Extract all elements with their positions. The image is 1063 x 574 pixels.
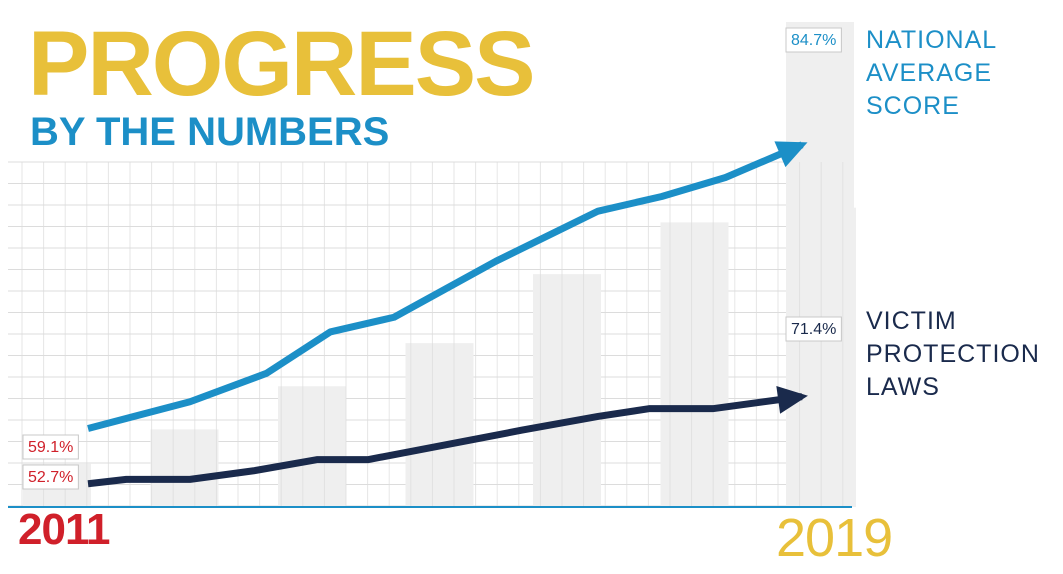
year-end-label: 2019 — [776, 508, 893, 568]
series-line-national — [87, 141, 804, 432]
arrowhead-victim — [776, 385, 808, 414]
background-bars — [23, 22, 856, 507]
label-national-start-text: 59.1% — [28, 439, 73, 456]
arrowhead-national — [774, 141, 808, 168]
label-victim-end-text: 71.4% — [791, 321, 836, 338]
page-subtitle: BY THE NUMBERS — [30, 110, 390, 154]
bar-2013 — [278, 386, 346, 507]
bar-2014 — [405, 343, 474, 507]
legend-national: NATIONAL AVERAGE SCORE — [866, 24, 997, 123]
label-national-end-box — [785, 27, 842, 53]
legend-national-line-2: AVERAGE — [866, 59, 993, 87]
legend-victim: VICTIM PROTECTION LAWS — [866, 305, 1040, 404]
legend-victim-line-1: VICTIM — [866, 307, 957, 335]
data-labels: 59.1% 52.7% 84.7% 71.4% — [22, 27, 842, 490]
label-national-start-box — [22, 434, 79, 460]
label-victim-start-text: 52.7% — [28, 469, 73, 486]
bar-2016 — [660, 222, 729, 507]
label-national-end: 84.7% — [785, 27, 842, 53]
series-line-victim — [87, 393, 803, 488]
label-victim-start: 52.7% — [22, 464, 79, 490]
year-start-label: 2011 — [18, 505, 110, 554]
label-victim-end-box — [785, 316, 842, 342]
legend-national-line-1: NATIONAL — [866, 26, 998, 54]
legend-national-line-3: SCORE — [866, 92, 960, 120]
bar-2012 — [150, 429, 219, 507]
page-title: PROGRESS — [28, 13, 535, 115]
label-victim-end: 71.4% — [785, 316, 842, 342]
label-national-end-text: 84.7% — [791, 32, 836, 49]
label-victim-start-box — [22, 464, 79, 490]
bar-2018 — [786, 22, 854, 507]
bar-2015 — [533, 274, 601, 507]
label-national-start: 59.1% — [22, 434, 79, 460]
legend-victim-line-2: PROTECTION — [866, 340, 1040, 368]
legend-victim-line-3: LAWS — [866, 373, 940, 401]
series-lines — [87, 141, 808, 488]
